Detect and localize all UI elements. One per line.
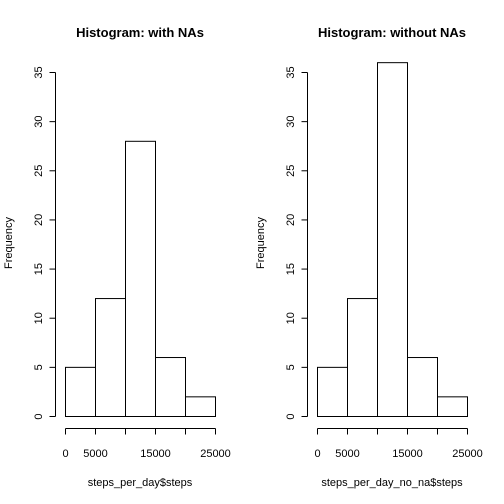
chart-title: Histogram: without NAs bbox=[318, 25, 466, 40]
histogram-bar bbox=[407, 357, 438, 417]
y-tick-label: 25 bbox=[33, 165, 45, 177]
y-tick-label: 15 bbox=[285, 263, 297, 275]
histogram-without-nas-panel: Histogram: without NAs steps_per_day_no_… bbox=[255, 25, 483, 489]
x-tick-label: 25000 bbox=[200, 448, 231, 460]
y-tick-label: 5 bbox=[285, 364, 297, 370]
y-tick-label: 25 bbox=[285, 165, 297, 177]
x-tick-label: 5000 bbox=[335, 448, 359, 460]
y-tick-label: 15 bbox=[33, 263, 45, 275]
histogram-bar bbox=[437, 396, 468, 418]
histogram-bar bbox=[155, 357, 186, 417]
histogram-bar bbox=[185, 396, 216, 418]
y-tick-label: 10 bbox=[285, 312, 297, 324]
x-tick-label: 25000 bbox=[452, 448, 483, 460]
y-axis-label: Frequency bbox=[255, 217, 267, 269]
histogram-bar bbox=[377, 62, 408, 418]
y-tick-label: 20 bbox=[285, 214, 297, 226]
x-tick-label: 0 bbox=[62, 448, 68, 460]
x-axis-label: steps_per_day$steps bbox=[88, 477, 193, 489]
histogram-bar bbox=[317, 366, 348, 418]
y-tick-label: 5 bbox=[33, 364, 45, 370]
y-tick-label: 35 bbox=[285, 66, 297, 78]
y-tick-label: 30 bbox=[285, 116, 297, 128]
histogram-with-nas-panel: Histogram: with NAs steps_per_day$steps … bbox=[3, 25, 231, 489]
y-axis-label: Frequency bbox=[3, 217, 15, 269]
x-tick-label: 5000 bbox=[83, 448, 107, 460]
x-axis-label: steps_per_day_no_na$steps bbox=[321, 477, 463, 489]
histogram-bar bbox=[65, 366, 96, 418]
chart-title: Histogram: with NAs bbox=[76, 25, 204, 40]
histogram-bar bbox=[95, 298, 126, 417]
y-tick-label: 30 bbox=[33, 116, 45, 128]
histogram-bar bbox=[125, 140, 156, 418]
y-tick-label: 20 bbox=[33, 214, 45, 226]
x-tick-label: 0 bbox=[314, 448, 320, 460]
x-tick-label: 15000 bbox=[140, 448, 171, 460]
y-tick-label: 10 bbox=[33, 312, 45, 324]
y-tick-label: 35 bbox=[33, 66, 45, 78]
histogram-bar bbox=[347, 298, 378, 417]
y-tick-label: 0 bbox=[33, 413, 45, 419]
x-tick-label: 15000 bbox=[392, 448, 423, 460]
y-tick-label: 0 bbox=[285, 413, 297, 419]
